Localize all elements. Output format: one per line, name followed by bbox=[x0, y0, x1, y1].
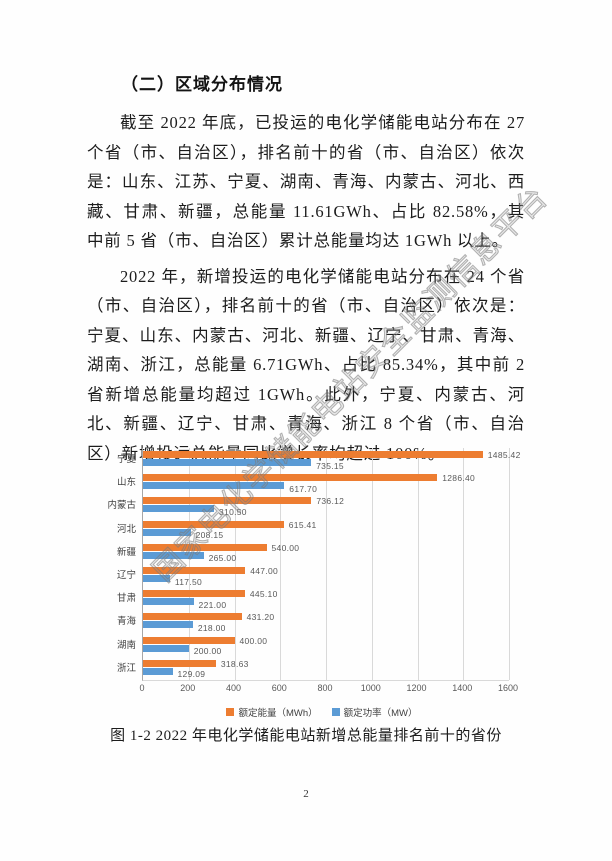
category-axis: 宁夏山东内蒙古河北新疆辽宁甘肃青海湖南浙江 bbox=[104, 448, 138, 680]
value-label-energy: 400.00 bbox=[239, 635, 268, 646]
gridline bbox=[509, 448, 510, 680]
x-axis: 0 200 400 600 800 1000 1200 1400 1600 bbox=[139, 683, 518, 697]
chart-row: 318.63 129.09 bbox=[143, 657, 509, 680]
category-label: 新疆 bbox=[116, 546, 136, 558]
bar-energy bbox=[143, 567, 246, 574]
category-label: 宁夏 bbox=[116, 454, 136, 465]
value-label-energy: 431.20 bbox=[246, 612, 275, 623]
bar-energy bbox=[143, 659, 216, 667]
value-label-power: 221.00 bbox=[198, 599, 227, 610]
figure-caption: 图 1-2 2022 年电化学储能电站新增总能量排名前十的省份 bbox=[110, 728, 502, 744]
value-label-energy: 1485.42 bbox=[487, 450, 521, 460]
bar-energy bbox=[143, 613, 242, 621]
value-label-power: 208.15 bbox=[195, 530, 224, 541]
legend-label-energy: 额定能量（MWh） bbox=[238, 708, 318, 719]
x-tick-label: 0 bbox=[139, 683, 145, 693]
paragraph-2: 2022 年，新增投运的电化学储能电站分布在 24 个省（市、自治区），排名前十… bbox=[87, 266, 525, 463]
bar-chart: 宁夏 山东 内蒙古 河北 新疆 辽宁 甘肃 青海 湖南 浙江 1485.42 735.15 1286.… bbox=[104, 448, 520, 719]
value-label-power: 735.15 bbox=[316, 460, 344, 471]
x-tick-label: 1200 bbox=[406, 683, 427, 693]
bar-energy bbox=[143, 451, 483, 458]
value-label-energy: 445.10 bbox=[249, 589, 278, 600]
value-label-energy: 540.00 bbox=[271, 542, 300, 553]
page-content: （二）区域分布情况 截至 2022 年底，已投运的电化学储能电站分布在 27 个… bbox=[87, 70, 525, 474]
value-label-energy: 447.00 bbox=[250, 566, 279, 576]
legend-swatch-energy bbox=[226, 708, 235, 716]
bar-energy bbox=[143, 590, 245, 598]
bar-power bbox=[143, 528, 191, 536]
chart-row: 540.00 265.00 bbox=[143, 541, 509, 564]
value-label-energy: 318.63 bbox=[220, 658, 249, 669]
chart-row: 736.12 310.50 bbox=[143, 494, 509, 517]
x-tick-label: 1400 bbox=[452, 683, 473, 693]
bar-power bbox=[143, 482, 285, 490]
value-label-power: 117.50 bbox=[174, 576, 203, 587]
chart-row: 400.00 200.00 bbox=[143, 634, 509, 657]
bar-energy bbox=[143, 543, 267, 551]
category-label: 湖南 bbox=[116, 639, 136, 651]
bar-power bbox=[143, 575, 170, 582]
gridline bbox=[417, 448, 419, 680]
bar-power bbox=[143, 505, 215, 513]
chart-row: 447.00 117.50 bbox=[143, 564, 509, 587]
page-number: 2 bbox=[303, 788, 309, 800]
chart-legend: 额定能量（MWh） 额定功率（MW） bbox=[124, 705, 520, 719]
bar-energy bbox=[143, 474, 438, 482]
bar-power bbox=[143, 621, 193, 629]
category-label: 河北 bbox=[116, 523, 136, 535]
x-tick-label: 200 bbox=[180, 683, 196, 693]
gridline bbox=[234, 448, 236, 680]
value-label-energy: 736.12 bbox=[316, 496, 345, 507]
bar-power bbox=[143, 667, 173, 675]
value-label-power: 200.00 bbox=[193, 646, 222, 657]
x-tick-label: 400 bbox=[225, 683, 242, 693]
value-label-power: 265.00 bbox=[208, 553, 237, 564]
bar-power bbox=[143, 551, 204, 559]
x-tick-label: 1000 bbox=[360, 683, 381, 693]
bar-energy bbox=[143, 497, 312, 505]
bar-energy bbox=[143, 636, 235, 644]
gridline bbox=[188, 448, 190, 680]
category-label: 内蒙古 bbox=[107, 500, 136, 512]
bar-power bbox=[143, 459, 312, 466]
x-tick-label: 1600 bbox=[497, 683, 519, 693]
paragraph-1: 截至 2022 年底，已投运的电化学储能电站分布在 27 个省（市、自治区），排… bbox=[87, 113, 525, 250]
legend-swatch-power bbox=[331, 708, 340, 716]
legend-item-power: 额定功率（MW） bbox=[331, 705, 418, 719]
gridline bbox=[326, 448, 327, 680]
legend-label-power: 额定功率（MW） bbox=[343, 708, 418, 719]
bar-power bbox=[143, 598, 194, 606]
chart-row: 1485.42 735.15 bbox=[143, 448, 520, 471]
gridline bbox=[280, 448, 282, 680]
category-label: 甘肃 bbox=[116, 593, 136, 605]
category-label: 青海 bbox=[116, 616, 136, 628]
value-label-power: 129.09 bbox=[177, 669, 206, 680]
value-label-power: 218.00 bbox=[197, 622, 226, 633]
gridline bbox=[463, 448, 465, 680]
plot-area: 1485.42 735.15 1286.40 617.70 736.12 310.50 61… bbox=[142, 448, 520, 681]
chart-row: 1286.40 617.70 bbox=[143, 471, 509, 494]
x-tick-label: 800 bbox=[317, 683, 333, 693]
value-label-power: 310.50 bbox=[219, 506, 247, 517]
chart-plot-wrap: 宁夏 山东 内蒙古 河北 新疆 辽宁 甘肃 青海 湖南 浙江 1485.42 735.15 1286.… bbox=[104, 448, 520, 681]
category-label: 辽宁 bbox=[116, 570, 136, 581]
category-label: 浙江 bbox=[116, 662, 136, 674]
bar-energy bbox=[143, 520, 284, 528]
bar-power bbox=[143, 644, 189, 652]
value-label-power: 617.70 bbox=[289, 483, 318, 494]
legend-item-energy: 额定能量（MWh） bbox=[226, 705, 318, 719]
chart-row: 445.10 221.00 bbox=[143, 587, 509, 610]
value-label-energy: 615.41 bbox=[288, 519, 317, 530]
chart-row: 615.41 208.15 bbox=[143, 518, 509, 541]
category-label: 山东 bbox=[116, 477, 136, 489]
value-label-energy: 1286.40 bbox=[442, 473, 476, 484]
gridline bbox=[371, 448, 373, 680]
x-tick-label: 600 bbox=[271, 683, 287, 693]
section-heading: （二）区域分布情况 bbox=[121, 75, 283, 94]
chart-row: 431.20 218.00 bbox=[143, 610, 509, 633]
